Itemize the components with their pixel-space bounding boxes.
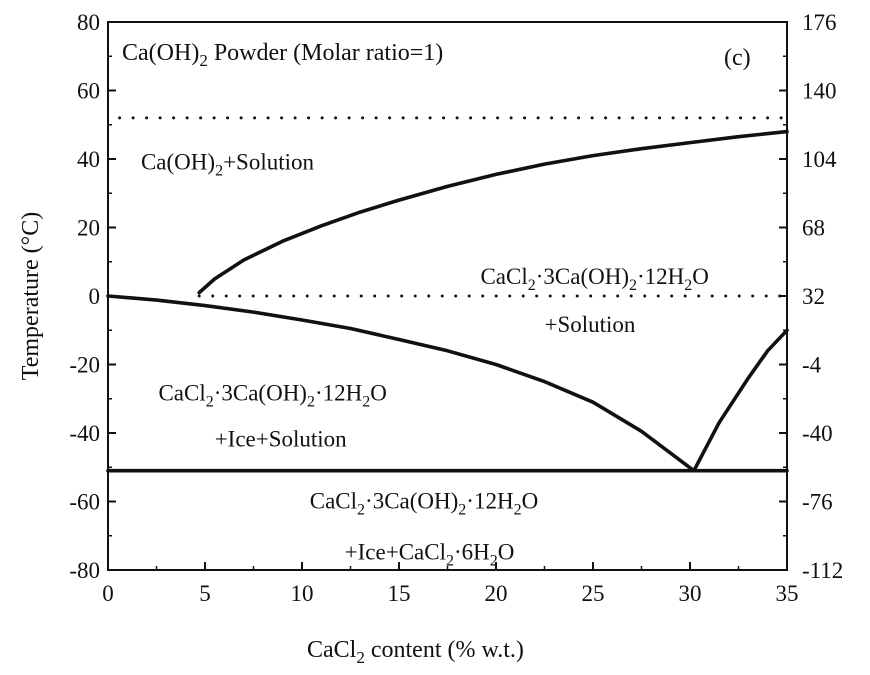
- label-text: CaCl: [158, 380, 205, 405]
- region-label: CaCl2·3Ca(OH)2·12H2O: [480, 264, 708, 294]
- y2-tick-label: -4: [802, 353, 822, 378]
- region-label: +Ice+CaCl2·6H2O: [345, 540, 515, 570]
- x-tick-label: 10: [291, 581, 314, 606]
- region-label: +Solution: [545, 312, 636, 337]
- y-tick-label: -40: [69, 421, 100, 446]
- x-tick-label: 25: [582, 581, 605, 606]
- y-tick-label: -20: [69, 353, 100, 378]
- x-tick-label: 35: [776, 581, 799, 606]
- x-tick-label: 15: [388, 581, 411, 606]
- x-tick-label: 30: [679, 581, 702, 606]
- subscript: 2: [215, 162, 223, 179]
- label-text: Ca(OH): [141, 149, 215, 174]
- label-text: ·12H: [466, 488, 513, 513]
- y2-tick-label: 140: [802, 79, 837, 104]
- label-text: +Ice+CaCl: [345, 540, 446, 565]
- subscript: 2: [446, 553, 454, 570]
- y-tick-label: 0: [89, 284, 101, 309]
- y2-tick-label: -112: [802, 558, 843, 583]
- y-axis-label: Temperature (°C): [18, 212, 44, 381]
- chart-title: Ca(OH)2 Powder (Molar ratio=1): [122, 40, 443, 70]
- y-tick-label: -80: [69, 558, 100, 583]
- y2-tick-label: 104: [802, 147, 837, 172]
- region-label: Ca(OH)2+Solution: [141, 149, 315, 179]
- y2-tick-label: 32: [802, 284, 825, 309]
- boundary-solid-line-2: [692, 328, 789, 473]
- label-text: O: [692, 264, 709, 289]
- x-tick-label: 20: [485, 581, 508, 606]
- label-text: ·3Ca(OH): [214, 380, 307, 405]
- x-tick-label: 5: [199, 581, 211, 606]
- label-text: +Solution: [545, 312, 636, 337]
- y2-tick-label: -40: [802, 421, 833, 446]
- boundary-solid-line-0: [197, 129, 789, 295]
- region-label: CaCl2·3Ca(OH)2·12H2O: [310, 488, 538, 518]
- y-tick-label: -60: [69, 490, 100, 515]
- label-text: +Solution: [223, 149, 314, 174]
- series-layer: [106, 116, 789, 473]
- subscript: 2: [458, 501, 466, 518]
- label-text: ·12H: [637, 264, 684, 289]
- region-label: CaCl2·3Ca(OH)2·12H2O: [158, 380, 386, 410]
- boundary-solid-line-1: [106, 294, 696, 473]
- label-text: O: [498, 540, 515, 565]
- subscript: 2: [514, 501, 522, 518]
- subscript: 2: [357, 501, 365, 518]
- y2-tick-label: 68: [802, 216, 825, 241]
- subscript: 2: [206, 393, 214, 410]
- subscript: 2: [629, 277, 637, 294]
- label-text: CaCl: [310, 488, 357, 513]
- label-text: ·3Ca(OH): [365, 488, 458, 513]
- y-tick-label: 80: [77, 10, 100, 35]
- y-tick-label: 20: [77, 216, 100, 241]
- label-text: ·6H: [454, 540, 490, 565]
- label-text: ·12H: [315, 380, 362, 405]
- y2-tick-label: -76: [802, 490, 833, 515]
- x-axis-label: CaCl2 content (% w.t.): [307, 637, 524, 667]
- subscript: 2: [307, 393, 315, 410]
- label-text: ·3Ca(OH): [536, 264, 629, 289]
- label-text: O: [370, 380, 387, 405]
- panel-label: (c): [724, 45, 751, 71]
- y-tick-label: 60: [77, 79, 100, 104]
- y-tick-label: 40: [77, 147, 100, 172]
- tick-labels: 0 5 10 15 20 25 30 35-80 -112-60 -76-40 -40-20 -40 3…: [69, 10, 843, 606]
- subscript: 2: [490, 553, 498, 570]
- label-text: CaCl: [480, 264, 527, 289]
- subscript: 2: [528, 277, 536, 294]
- subscript: 2: [362, 393, 370, 410]
- x-tick-label: 0: [102, 581, 114, 606]
- annotations: Ca(OH)2+SolutionCaCl2·3Ca(OH)2·12H2O+Sol…: [141, 149, 709, 569]
- y2-tick-label: 176: [802, 10, 837, 35]
- label-text: +Ice+Solution: [215, 427, 347, 452]
- label-text: O: [522, 488, 539, 513]
- region-label: +Ice+Solution: [215, 427, 347, 452]
- subscript: 2: [684, 277, 692, 294]
